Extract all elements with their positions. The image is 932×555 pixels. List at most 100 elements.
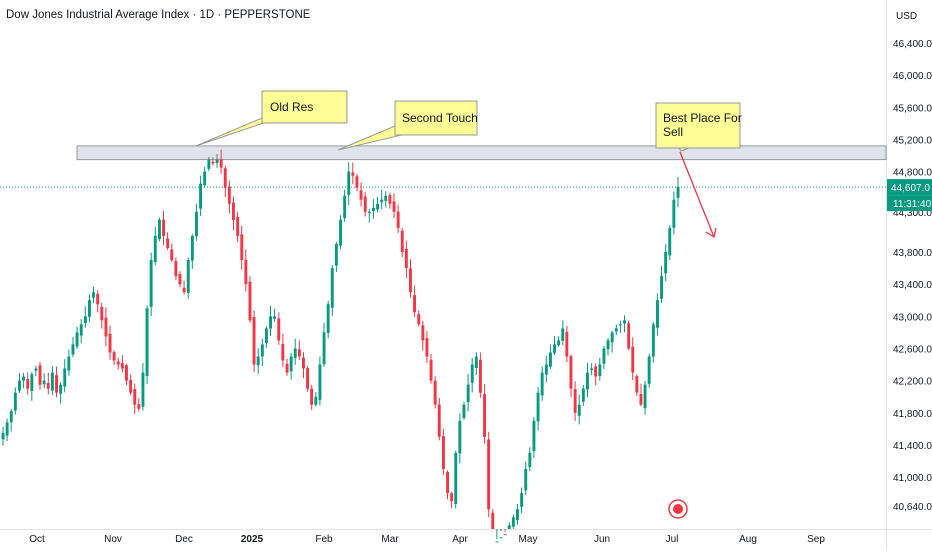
price-axis[interactable]: USD 46,400.0 46,000.0 45,600.0 45,200.0 44,8… [893, 11, 932, 513]
candle-body [141, 372, 145, 407]
candle-body [372, 207, 375, 211]
candle-body [536, 392, 540, 422]
candle-body [343, 195, 347, 219]
sell-arrow-line [679, 151, 715, 238]
sell-arrow[interactable] [679, 151, 717, 239]
candle-body [71, 344, 75, 355]
candle-body [355, 176, 359, 188]
candle-body [26, 379, 30, 389]
candle-body [417, 314, 421, 325]
time-tick-label: Apr [452, 534, 468, 545]
candle-body [34, 368, 38, 371]
candle-body [83, 316, 87, 324]
candle-body [129, 380, 133, 393]
candle-body [18, 380, 21, 391]
candle-body [273, 316, 277, 319]
candle-body [252, 316, 256, 365]
candle-body [466, 384, 470, 403]
candle-body [495, 541, 499, 543]
candle-body [38, 365, 42, 385]
callout-best-place[interactable]: Best Place For Sell [655, 102, 742, 152]
candle-body [606, 340, 610, 350]
candle-body [182, 287, 186, 293]
candle-body [549, 352, 552, 367]
price-tick-label: 45,600.0 [893, 103, 932, 114]
logo-icon[interactable] [668, 499, 688, 519]
candle-body [532, 420, 536, 451]
candle-body [112, 352, 116, 361]
candle-body [9, 411, 13, 423]
time-tick-label: Feb [315, 534, 333, 545]
candle-body [392, 201, 396, 212]
candle-body [561, 328, 565, 341]
time-axis[interactable]: Oct Nov Dec 2025 Feb Mar Apr May Jun Jul Aug Sep [29, 534, 825, 545]
candle-body [248, 281, 252, 321]
candle-body [174, 261, 178, 277]
candle-body [50, 372, 54, 391]
callout-second-touch-box [394, 100, 478, 136]
callout-old-res[interactable]: Old Res [195, 90, 348, 147]
chart-title: Dow Jones Industrial Average Index · 1D … [6, 9, 311, 21]
countdown-text: 11:31:40 [893, 199, 932, 210]
candle-body [359, 190, 363, 200]
candle-body [289, 356, 293, 372]
candle-body [507, 525, 511, 529]
price-tick-label: 45,200.0 [893, 136, 932, 147]
candle-body [1, 432, 5, 440]
candle-body [470, 364, 474, 383]
candle-body [598, 364, 602, 376]
sell-arrow-head [705, 227, 717, 239]
price-tick-label: 46,000.0 [893, 71, 932, 82]
candle-body [511, 517, 515, 527]
candle-body [211, 161, 215, 164]
price-tick-label: 44,800.0 [893, 168, 932, 179]
candle-body [614, 328, 618, 332]
candle-body [256, 356, 260, 366]
candle-body [483, 394, 486, 437]
candle-body [363, 196, 367, 212]
candle-body [651, 324, 655, 357]
price-tick-label: 43,000.0 [893, 312, 932, 323]
candle-body [425, 338, 429, 357]
candle-body [635, 376, 639, 393]
candle-body [215, 159, 219, 163]
callout-second-touch[interactable]: Second Touch [337, 100, 478, 151]
callout-second-touch-text: Second Touch [402, 111, 478, 125]
candle-body [178, 274, 182, 285]
candle-body [227, 186, 231, 204]
time-tick-label: May [519, 534, 538, 545]
time-tick-label: Aug [739, 534, 757, 545]
candle-body [553, 344, 556, 353]
last-price-badge: 44,607.0 11:31:40 [887, 179, 932, 212]
time-tick-label: Jul [666, 534, 679, 545]
candle-body [540, 372, 544, 396]
candle-body [318, 364, 322, 400]
candle-body [544, 364, 548, 375]
currency-label: USD [896, 11, 917, 22]
callout-old-res-box [261, 90, 348, 124]
price-tick-label: 41,400.0 [893, 441, 932, 452]
candle-body [627, 323, 631, 349]
candle-body [116, 361, 120, 365]
candle-body [92, 292, 95, 298]
candle-body [166, 238, 170, 248]
candle-body [223, 168, 227, 188]
resistance-zone[interactable] [76, 145, 887, 161]
candle-body [404, 248, 408, 268]
candle-body [326, 304, 330, 333]
candle-body [524, 469, 528, 491]
candle-body [458, 420, 462, 454]
candle-body [125, 365, 128, 381]
candle-body [104, 317, 108, 337]
candle-body [281, 343, 285, 361]
candle-body [22, 376, 25, 381]
candle-body [203, 171, 207, 186]
candle-body [367, 211, 371, 214]
candle-body [59, 384, 63, 394]
time-tick-label: Jun [594, 534, 610, 545]
candle-body [503, 534, 507, 536]
candle-body [446, 472, 449, 494]
candle-body [462, 404, 466, 419]
